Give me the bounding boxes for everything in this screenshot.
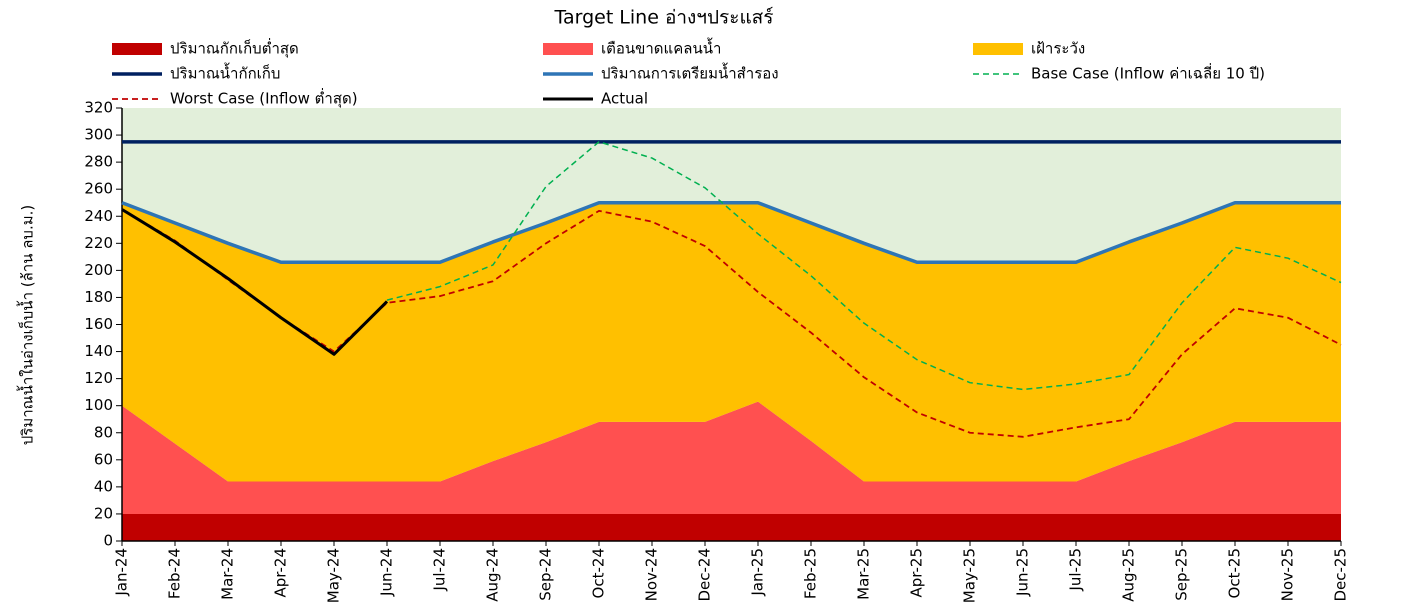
legend-label: เตือนขาดแคลนน้ำ xyxy=(601,38,721,58)
y-tick-label: 100 xyxy=(84,396,113,414)
y-tick-label: 180 xyxy=(84,288,113,306)
legend-label: ปริมาณน้ำกักเก็บ xyxy=(170,63,280,83)
x-tick-label: Jan-24 xyxy=(113,548,131,597)
y-tick-label: 0 xyxy=(103,532,113,550)
chart-title: Target Line อ่างฯประแสร์ xyxy=(553,7,773,29)
line-series xyxy=(121,200,1341,265)
x-tick-label: Aug-24 xyxy=(484,548,502,602)
x-tick-label: Sep-24 xyxy=(537,548,555,601)
legend-swatch xyxy=(973,43,1023,55)
legend-label: เฝ้าระวัง xyxy=(1031,40,1085,58)
y-tick-label: 220 xyxy=(84,234,113,252)
line-series xyxy=(386,141,1342,391)
y-tick-label: 80 xyxy=(94,423,113,441)
area-series xyxy=(122,513,1341,541)
y-axis-title: ปริมาณน้ำในอ่างเก็บน้ำ (ล้าน ลบ.ม.) xyxy=(17,205,37,445)
y-tick-label: 200 xyxy=(84,261,113,279)
legend-label: Base Case (Inflow ค่าเฉลี่ย 10 ปี) xyxy=(1031,63,1265,83)
x-tick-label: Mar-25 xyxy=(855,548,873,600)
y-tick-label: 40 xyxy=(94,477,113,495)
x-tick-label: Jun-24 xyxy=(378,548,396,597)
y-tick-label: 20 xyxy=(94,504,113,522)
line-series xyxy=(121,208,389,356)
y-tick-label: 140 xyxy=(84,342,113,360)
legend-swatch xyxy=(112,43,162,55)
x-tick-label: Jul-24 xyxy=(431,548,449,592)
x-tick-label: Apr-25 xyxy=(908,548,926,598)
x-tick-label: Aug-25 xyxy=(1120,548,1138,602)
x-tick-label: Oct-24 xyxy=(590,548,608,598)
y-tick-label: 260 xyxy=(84,180,113,198)
legend-label: Worst Case (Inflow ต่ำสุด) xyxy=(170,88,358,109)
x-tick-label: Jun-25 xyxy=(1014,548,1032,597)
legend-label: ปริมาณกักเก็บต่ำสุด xyxy=(170,38,299,59)
y-tick-label: 320 xyxy=(84,99,113,117)
y-tick-label: 240 xyxy=(84,207,113,225)
x-tick-label: Jan-25 xyxy=(749,548,767,597)
x-tick-label: Mar-24 xyxy=(219,548,237,600)
x-tick-label: Feb-25 xyxy=(802,548,820,599)
x-tick-label: Apr-24 xyxy=(272,548,290,598)
area-series xyxy=(122,401,1341,514)
x-tick-label: Nov-24 xyxy=(643,548,661,601)
x-tick-label: Oct-25 xyxy=(1226,548,1244,598)
y-tick-label: 60 xyxy=(94,450,113,468)
y-tick-label: 160 xyxy=(84,315,113,333)
area-series xyxy=(122,202,1341,482)
y-tick-label: 280 xyxy=(84,153,113,171)
legend-label: ปริมาณการเตรียมน้ำสำรอง xyxy=(601,63,779,83)
x-tick-label: May-25 xyxy=(961,548,979,603)
line-series xyxy=(121,208,1342,438)
legend-label: Actual xyxy=(601,90,648,108)
legend-swatch xyxy=(543,43,593,55)
x-tick-label: Jul-25 xyxy=(1067,548,1085,592)
x-tick-label: Dec-25 xyxy=(1332,548,1350,602)
x-tick-label: Feb-24 xyxy=(166,548,184,599)
x-tick-label: May-24 xyxy=(325,548,343,603)
y-tick-label: 120 xyxy=(84,369,113,387)
x-tick-label: Nov-25 xyxy=(1279,548,1297,601)
x-tick-label: Dec-24 xyxy=(696,548,714,602)
x-tick-label: Sep-25 xyxy=(1173,548,1191,601)
y-tick-label: 300 xyxy=(84,126,113,144)
